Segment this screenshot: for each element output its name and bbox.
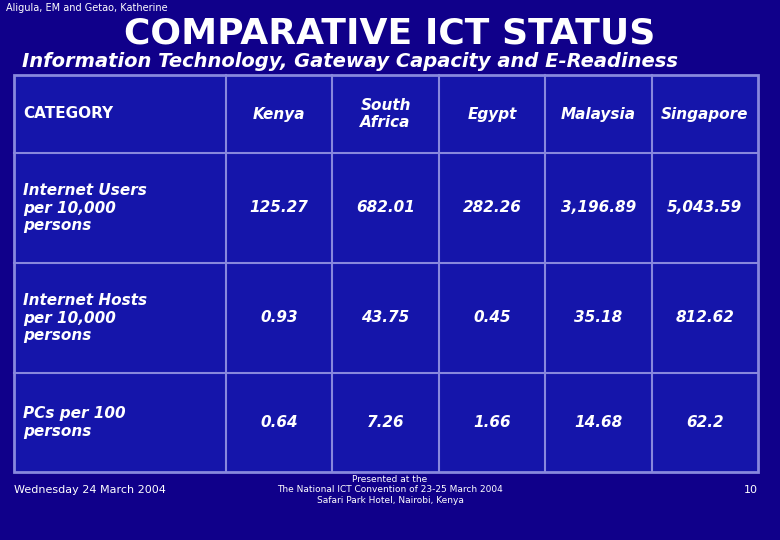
Text: Egypt: Egypt bbox=[467, 106, 516, 122]
Text: Aligula, EM and Getao, Katherine: Aligula, EM and Getao, Katherine bbox=[6, 3, 168, 13]
Bar bbox=[14, 75, 758, 472]
Text: Malaysia: Malaysia bbox=[561, 106, 636, 122]
Text: South
Africa: South Africa bbox=[360, 98, 411, 130]
Text: 812.62: 812.62 bbox=[675, 310, 734, 326]
Text: 282.26: 282.26 bbox=[463, 200, 522, 215]
Text: Internet Hosts
per 10,000
persons: Internet Hosts per 10,000 persons bbox=[23, 293, 147, 343]
Text: 3,196.89: 3,196.89 bbox=[561, 200, 636, 215]
Text: 7.26: 7.26 bbox=[367, 415, 405, 430]
Text: Presented at the
The National ICT Convention of 23-25 March 2004
Safari Park Hot: Presented at the The National ICT Conven… bbox=[277, 475, 503, 505]
Text: COMPARATIVE ICT STATUS: COMPARATIVE ICT STATUS bbox=[124, 16, 656, 50]
Text: 1.66: 1.66 bbox=[473, 415, 511, 430]
Text: 35.18: 35.18 bbox=[574, 310, 622, 326]
Text: Information Technology, Gateway Capacity and E-Readiness: Information Technology, Gateway Capacity… bbox=[22, 52, 678, 71]
Text: 14.68: 14.68 bbox=[574, 415, 622, 430]
Text: 0.45: 0.45 bbox=[473, 310, 511, 326]
Text: 0.64: 0.64 bbox=[261, 415, 298, 430]
Text: 10: 10 bbox=[744, 485, 758, 495]
Text: 43.75: 43.75 bbox=[361, 310, 410, 326]
Text: 62.2: 62.2 bbox=[686, 415, 724, 430]
Text: 682.01: 682.01 bbox=[356, 200, 415, 215]
Text: Kenya: Kenya bbox=[253, 106, 306, 122]
Text: 0.93: 0.93 bbox=[261, 310, 298, 326]
Text: Singapore: Singapore bbox=[661, 106, 749, 122]
Text: CATEGORY: CATEGORY bbox=[23, 106, 113, 122]
Text: Internet Users
per 10,000
persons: Internet Users per 10,000 persons bbox=[23, 183, 147, 233]
Text: PCs per 100
persons: PCs per 100 persons bbox=[23, 406, 126, 438]
Bar bbox=[14, 75, 758, 472]
Text: 125.27: 125.27 bbox=[250, 200, 309, 215]
Text: Wednesday 24 March 2004: Wednesday 24 March 2004 bbox=[14, 485, 166, 495]
Text: 5,043.59: 5,043.59 bbox=[667, 200, 743, 215]
